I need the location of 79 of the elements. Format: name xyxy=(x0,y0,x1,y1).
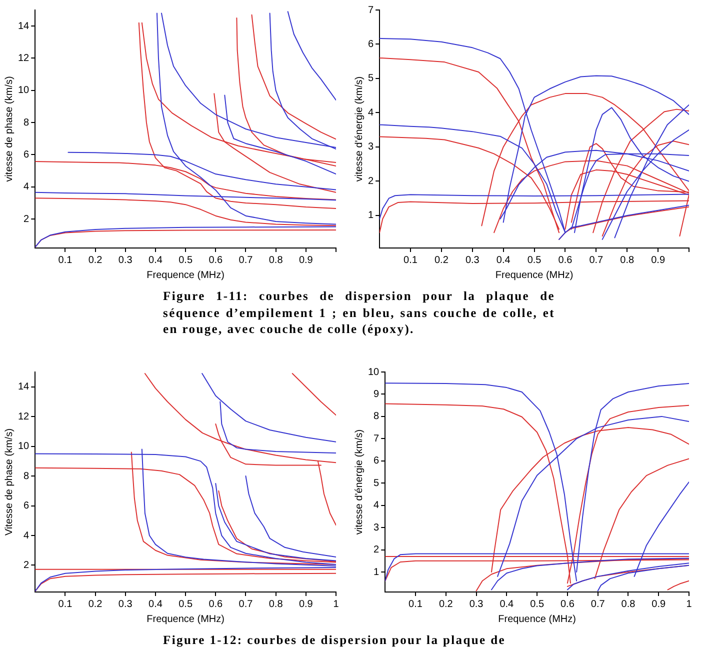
y-tick-label: 6 xyxy=(24,500,30,512)
x-tick-label: 0.8 xyxy=(268,254,284,266)
x-tick-label: 0.7 xyxy=(589,254,604,266)
caption: Figure 1-12: courbes de dispersion pour la plaque de xyxy=(163,632,507,648)
x-tick-label: 0.8 xyxy=(268,598,284,610)
y-tick-label: 2 xyxy=(368,176,374,187)
y-tick-label: 4 xyxy=(374,500,380,512)
x-tick-label: 0.5 xyxy=(178,254,193,266)
y-tick-label: 6 xyxy=(374,456,380,467)
x-tick-label: 0.6 xyxy=(558,254,573,266)
x-axis-title: Frequence (MHz) xyxy=(498,614,576,625)
x-axis-title: Frequence (MHz) xyxy=(146,614,224,625)
y-tick-label: 4 xyxy=(368,107,374,118)
y-tick-label: 3 xyxy=(374,522,380,534)
y-tick-label: 9 xyxy=(374,388,380,400)
x-tick-label: 0.6 xyxy=(208,254,224,266)
x-tick-label: 0.6 xyxy=(208,598,224,610)
y-tick-label: 4 xyxy=(24,182,30,193)
y-tick-label: 8 xyxy=(24,117,30,128)
x-tick-label: 0.3 xyxy=(118,598,133,610)
x-tick-label: 0.7 xyxy=(590,598,606,610)
x-tick-label: 0.9 xyxy=(651,254,666,266)
x-axis-title: Frequence (MHz) xyxy=(495,270,574,281)
y-tick-label: 6 xyxy=(368,38,374,50)
y-axis-title: vitesse d'énergie (km/s) xyxy=(354,429,365,535)
y-tick-label: 6 xyxy=(24,149,30,160)
y-tick-label: 1 xyxy=(368,210,374,222)
x-axis-title: Frequence (MHz) xyxy=(146,270,224,281)
caption: Figure 1-11: courbes de dispersion pour la plaque de séquence d’empilement 1 ; en bleu, sans couche de colle, et en rouge, avec couche de colle (époxy). xyxy=(163,288,555,338)
y-tick-label: 1 xyxy=(374,566,380,578)
y-tick-label: 4 xyxy=(24,530,30,542)
x-tick-label: 1 xyxy=(333,598,340,610)
y-tick-label: 10 xyxy=(368,366,380,378)
y-tick-label: 10 xyxy=(18,85,30,96)
x-tick-label: 0.1 xyxy=(404,254,418,266)
x-tick-label: 0.3 xyxy=(469,598,484,610)
x-tick-label: 0.5 xyxy=(527,254,542,266)
y-tick-label: 14 xyxy=(18,382,30,393)
x-tick-label: 0.4 xyxy=(148,254,163,266)
x-tick-label: 1 xyxy=(686,598,692,610)
x-tick-label: 0.1 xyxy=(58,598,73,610)
x-tick-label: 0.4 xyxy=(148,598,163,610)
x-tick-label: 0.8 xyxy=(621,598,636,610)
x-tick-label: 0.2 xyxy=(88,254,103,266)
x-tick-label: 0.7 xyxy=(238,254,254,266)
x-tick-label: 0.7 xyxy=(238,598,254,610)
y-tick-label: 10 xyxy=(18,441,30,452)
y-tick-label: 3 xyxy=(368,142,374,153)
x-tick-label: 0.2 xyxy=(434,254,449,266)
x-tick-label: 0.5 xyxy=(178,598,193,610)
x-tick-label: 0.6 xyxy=(560,598,575,610)
x-tick-label: 0.2 xyxy=(88,598,103,610)
x-tick-label: 0.9 xyxy=(652,598,666,610)
x-tick-label: 0.8 xyxy=(620,254,634,266)
x-tick-label: 0.4 xyxy=(500,598,514,610)
x-tick-label: 0.5 xyxy=(530,598,544,610)
x-tick-label: 0.4 xyxy=(496,254,511,266)
y-axis-title: vitesse d'énergie (km/s) xyxy=(354,76,365,182)
x-tick-label: 0.3 xyxy=(465,254,480,266)
x-tick-label: 0.9 xyxy=(298,254,314,266)
x-tick-label: 0.3 xyxy=(118,254,133,266)
y-tick-label: 5 xyxy=(374,478,380,489)
y-tick-label: 2 xyxy=(24,214,30,225)
y-tick-label: 12 xyxy=(18,52,30,64)
y-tick-label: 7 xyxy=(374,433,380,444)
y-tick-label: 2 xyxy=(24,560,30,571)
y-tick-label: 8 xyxy=(24,470,30,482)
y-tick-label: 7 xyxy=(368,4,374,16)
x-tick-label: 0.1 xyxy=(408,598,423,610)
y-axis-title: Vitesse de phase (km/s) xyxy=(4,428,15,536)
y-tick-label: 8 xyxy=(374,411,380,422)
y-tick-label: 14 xyxy=(18,20,30,32)
x-tick-label: 0.1 xyxy=(58,254,73,266)
y-tick-label: 2 xyxy=(374,544,380,556)
y-tick-label: 5 xyxy=(368,73,374,84)
y-axis-title: vitesse de phase (km/s) xyxy=(4,76,15,182)
y-tick-label: 12 xyxy=(18,411,30,422)
x-tick-label: 0.9 xyxy=(298,598,314,610)
x-tick-label: 0.2 xyxy=(438,598,454,610)
